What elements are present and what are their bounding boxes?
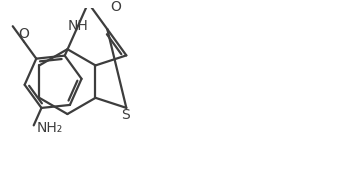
Text: O: O — [110, 0, 121, 14]
Text: O: O — [19, 27, 29, 41]
Text: S: S — [121, 108, 130, 122]
Text: NH₂: NH₂ — [37, 121, 63, 135]
Text: NH: NH — [68, 19, 89, 33]
